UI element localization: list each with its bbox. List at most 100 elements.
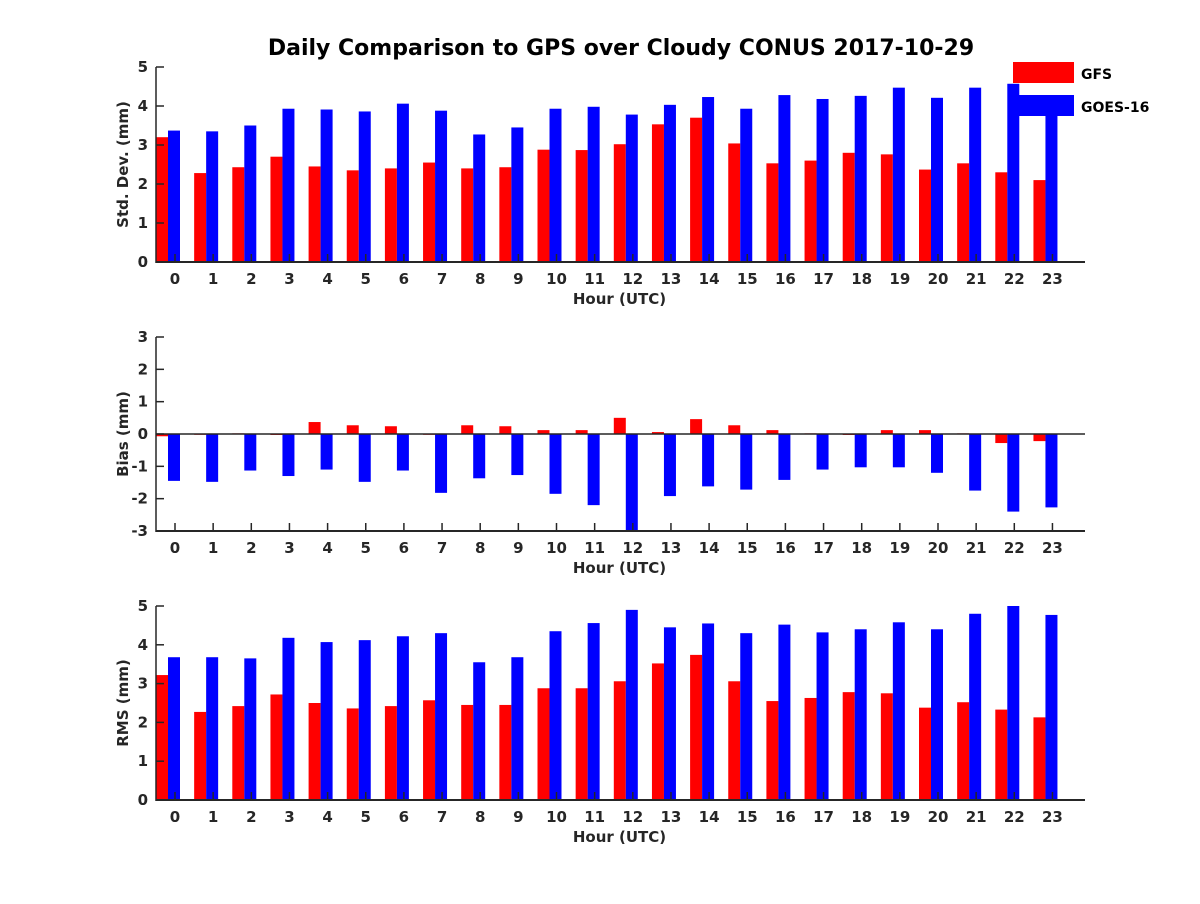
bar-gfs-p0-h20 bbox=[919, 169, 931, 262]
bar-goes16-p1-h4 bbox=[320, 434, 333, 470]
x-tick-label-1-6: 6 bbox=[399, 539, 409, 557]
bar-goes16-p1-h17 bbox=[816, 434, 829, 470]
bar-goes16-p0-h3 bbox=[282, 108, 295, 262]
bar-gfs-p0-h7 bbox=[423, 162, 436, 262]
x-tick-label-2-18: 18 bbox=[851, 808, 872, 826]
x-tick-label-0-14: 14 bbox=[699, 270, 720, 288]
bar-gfs-p0-h10 bbox=[537, 149, 550, 262]
x-tick-label-0-6: 6 bbox=[399, 270, 409, 288]
y-tick-label-2-0: 0 bbox=[138, 791, 148, 809]
bar-gfs-p1-h5 bbox=[346, 425, 359, 434]
x-tick-label-0-1: 1 bbox=[208, 270, 218, 288]
bar-goes16-p2-h3 bbox=[282, 637, 295, 800]
x-tick-label-1-10: 10 bbox=[546, 539, 567, 557]
bar-gfs-p2-h20 bbox=[919, 707, 931, 800]
bar-gfs-p0-h1 bbox=[194, 173, 207, 262]
bar-gfs-p1-h6 bbox=[384, 426, 397, 434]
x-tick-label-0-8: 8 bbox=[475, 270, 485, 288]
bar-gfs-p2-h19 bbox=[880, 693, 893, 800]
bar-goes16-p2-h15 bbox=[740, 633, 753, 800]
y-tick-label-2-1: 1 bbox=[138, 752, 148, 770]
bar-gfs-p0-h5 bbox=[346, 170, 359, 262]
x-axis-label-0: Hour (UTC) bbox=[573, 290, 666, 308]
bar-goes16-p0-h14 bbox=[702, 97, 715, 262]
bar-goes16-p1-h10 bbox=[549, 434, 562, 494]
x-tick-label-0-11: 11 bbox=[584, 270, 605, 288]
bar-gfs-p1-h22 bbox=[995, 434, 1008, 444]
bar-gfs-p0-h22 bbox=[995, 172, 1008, 262]
x-tick-label-0-22: 22 bbox=[1004, 270, 1025, 288]
x-tick-label-2-16: 16 bbox=[775, 808, 796, 826]
bar-goes16-p1-h23 bbox=[1045, 434, 1058, 508]
bar-goes16-p0-h20 bbox=[931, 97, 943, 262]
x-tick-label-2-7: 7 bbox=[437, 808, 447, 826]
x-tick-label-2-0: 0 bbox=[170, 808, 180, 826]
legend-label-gfs: GFS bbox=[1081, 67, 1112, 83]
x-tick-label-0-23: 23 bbox=[1042, 270, 1063, 288]
bar-gfs-p2-h7 bbox=[423, 700, 436, 800]
bar-goes16-p1-h22 bbox=[1007, 434, 1020, 512]
bar-gfs-p0-h13 bbox=[651, 124, 664, 262]
x-tick-label-1-2: 2 bbox=[246, 539, 256, 557]
bar-goes16-p1-h21 bbox=[969, 434, 982, 491]
bar-gfs-p2-h15 bbox=[728, 681, 741, 800]
bar-gfs-p2-h0 bbox=[156, 675, 168, 800]
bar-goes16-p1-h9 bbox=[511, 434, 524, 476]
x-tick-label-2-15: 15 bbox=[737, 808, 758, 826]
x-tick-label-1-3: 3 bbox=[284, 539, 294, 557]
y-tick-label-1-6: 3 bbox=[138, 328, 148, 346]
bar-goes16-p2-h0 bbox=[168, 657, 180, 800]
x-tick-label-2-3: 3 bbox=[284, 808, 294, 826]
bar-gfs-p2-h23 bbox=[1033, 717, 1046, 800]
y-tick-label-2-3: 3 bbox=[138, 675, 148, 693]
bar-gfs-p0-h23 bbox=[1033, 180, 1046, 262]
bar-gfs-p1-h11 bbox=[575, 430, 588, 434]
bar-goes16-p2-h1 bbox=[206, 657, 219, 800]
bar-goes16-p0-h7 bbox=[435, 110, 448, 263]
bar-gfs-p2-h18 bbox=[842, 692, 855, 800]
bar-goes16-p2-h14 bbox=[702, 623, 715, 800]
bar-gfs-p0-h21 bbox=[957, 163, 970, 262]
x-tick-label-1-16: 16 bbox=[775, 539, 796, 557]
bar-gfs-p2-h13 bbox=[651, 663, 664, 800]
bar-goes16-p2-h21 bbox=[969, 613, 982, 800]
bar-goes16-p1-h6 bbox=[396, 434, 409, 471]
bar-goes16-p0-h4 bbox=[320, 109, 333, 262]
x-tick-label-0-13: 13 bbox=[661, 270, 682, 288]
bar-goes16-p0-h5 bbox=[358, 111, 371, 263]
x-tick-label-0-19: 19 bbox=[889, 270, 910, 288]
bar-gfs-p2-h11 bbox=[575, 688, 588, 800]
y-tick-label-0-5: 5 bbox=[138, 58, 148, 76]
bar-goes16-p1-h13 bbox=[663, 434, 676, 497]
bar-goes16-p0-h15 bbox=[740, 108, 753, 262]
bar-goes16-p0-h1 bbox=[206, 131, 219, 262]
bar-goes16-p1-h12 bbox=[625, 434, 638, 531]
y-tick-label-1-3: 0 bbox=[138, 425, 148, 443]
y-tick-label-0-1: 1 bbox=[138, 214, 148, 232]
bar-gfs-p2-h16 bbox=[766, 701, 779, 800]
y-tick-label-0-0: 0 bbox=[138, 253, 148, 271]
bar-goes16-p0-h6 bbox=[396, 103, 409, 262]
bar-goes16-p2-h19 bbox=[892, 622, 905, 800]
bar-gfs-p0-h2 bbox=[232, 167, 245, 262]
bar-gfs-p0-h4 bbox=[308, 166, 321, 262]
bar-gfs-p2-h17 bbox=[804, 697, 817, 800]
x-tick-label-2-2: 2 bbox=[246, 808, 256, 826]
bar-gfs-p1-h19 bbox=[880, 430, 893, 434]
bar-gfs-p0-h9 bbox=[499, 167, 512, 262]
bar-gfs-p1-h20 bbox=[919, 430, 931, 434]
x-tick-label-0-15: 15 bbox=[737, 270, 758, 288]
y-axis-label-1: Bias (mm) bbox=[114, 391, 132, 477]
bar-goes16-p2-h8 bbox=[473, 662, 486, 800]
x-tick-label-0-0: 0 bbox=[170, 270, 180, 288]
bar-goes16-p2-h13 bbox=[663, 627, 676, 800]
bar-goes16-p1-h5 bbox=[358, 434, 371, 482]
bar-gfs-p1-h9 bbox=[499, 426, 512, 434]
bar-gfs-p2-h2 bbox=[232, 706, 245, 800]
x-tick-label-1-14: 14 bbox=[699, 539, 720, 557]
x-tick-label-1-5: 5 bbox=[361, 539, 371, 557]
y-tick-label-1-1: -2 bbox=[131, 490, 148, 508]
x-tick-label-1-21: 21 bbox=[966, 539, 987, 557]
